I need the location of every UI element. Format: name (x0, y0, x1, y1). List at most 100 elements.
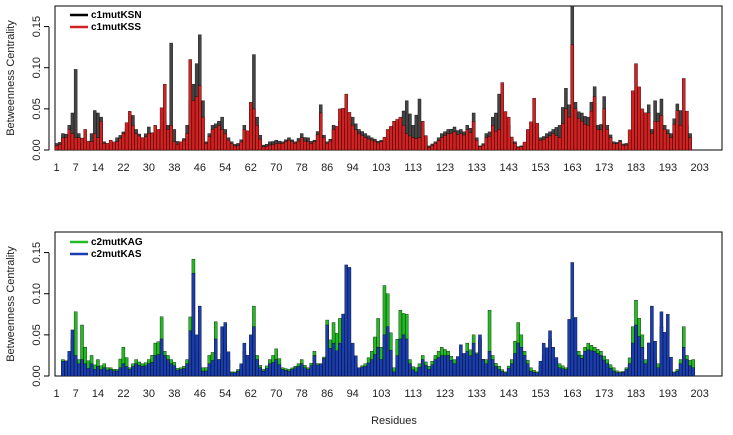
legend-label-c2mutKAG: c2mutKAG (91, 237, 143, 248)
bar-c1mutKSS-73 (284, 141, 288, 151)
bar-c2mutKAS-59 (239, 363, 243, 377)
bar-c2mutKAS-193 (666, 314, 670, 377)
bar-c1mutKSS-45 (194, 96, 199, 151)
bar-c2mutKAS-115 (417, 367, 422, 377)
bar-c2mutKAS-184 (637, 336, 641, 377)
x-tick-label-bottom-203: 203 (691, 388, 709, 400)
bar-c2mutKAS-92 (344, 264, 348, 377)
bar-c2mutKAS-27 (137, 365, 142, 377)
bar-c1mutKSS-96 (357, 133, 361, 151)
bar-c1mutKSS-142 (503, 111, 508, 151)
x-tick-label-top-193: 193 (659, 162, 677, 174)
x-tick-label-top-1: 1 (54, 162, 60, 174)
bar-c1mutKSS-149 (526, 129, 530, 151)
bar-c1mutKSS-140 (497, 129, 501, 151)
bar-c1mutKSS-68 (268, 144, 272, 151)
bar-c2mutKAS-68 (268, 363, 272, 377)
bar-c2mutKAS-13 (93, 369, 97, 377)
bar-c1mutKSS-148 (522, 141, 527, 151)
bar-c1mutKSS-56 (229, 143, 234, 151)
bar-c2mutKAS-67 (264, 368, 269, 377)
y-tick-label-top-3: 0.15 (31, 16, 43, 37)
bar-c1mutKSS-125 (449, 133, 454, 151)
x-tick-label-top-153: 153 (531, 162, 549, 174)
bar-c2mutKAS-79 (303, 367, 307, 377)
bar-c1mutKSS-136 (484, 137, 489, 151)
bar-c1mutKSS-115 (417, 137, 422, 151)
bar-c2mutKAS-124 (446, 355, 450, 377)
bar-c2mutKAS-33 (156, 354, 161, 377)
bar-c2mutKAS-194 (669, 356, 673, 377)
bar-c2mutKAS-69 (271, 362, 275, 377)
bar-c1mutKSS-46 (198, 85, 202, 151)
bar-c1mutKSS-59 (239, 141, 243, 151)
bar-c1mutKSS-152 (535, 122, 540, 151)
bar-c2mutKAS-144 (510, 363, 514, 377)
bar-c1mutKSS-15 (99, 121, 103, 151)
bar-c2mutKAS-12 (89, 363, 94, 377)
bar-c1mutKSS-193 (666, 133, 670, 151)
bar-c2mutKAS-101 (373, 354, 377, 377)
bar-c1mutKSS-135 (481, 144, 485, 151)
bar-c2mutKAS-127 (455, 356, 460, 377)
bar-c2mutKAS-23 (124, 366, 129, 377)
bar-c2mutKAS-87 (328, 348, 333, 377)
bar-c1mutKSS-65 (258, 138, 263, 151)
bar-c2mutKAS-125 (449, 360, 454, 377)
x-tick-label-bottom-153: 153 (531, 388, 549, 400)
bar-c1mutKSS-60 (242, 129, 247, 151)
bar-c1mutKSS-107 (392, 121, 396, 151)
bar-c1mutKSS-82 (312, 141, 317, 151)
bar-c2mutKAS-104 (382, 334, 387, 377)
bar-c1mutKSS-130 (465, 129, 469, 151)
bar-c1mutKSS-42 (185, 133, 189, 151)
bar-c2mutKAS-139 (494, 366, 498, 377)
bar-c1mutKSS-83 (315, 134, 320, 151)
bar-c2mutKAS-8 (77, 363, 81, 377)
bar-c1mutKSS-101 (373, 140, 377, 151)
bar-c1mutKSS-55 (226, 139, 231, 151)
bar-c1mutKSS-64 (255, 125, 259, 151)
x-tick-label-top-7: 7 (73, 162, 79, 174)
bar-c1mutKSS-187 (647, 112, 651, 151)
x-tick-label-bottom-86: 86 (321, 388, 333, 400)
bar-c2mutKAS-29 (143, 365, 148, 377)
bar-c2mutKAS-51 (214, 338, 218, 377)
bar-c1mutKSS-9 (80, 137, 84, 151)
bar-c2mutKAS-35 (163, 355, 167, 377)
x-tick-label-top-22: 22 (117, 162, 129, 174)
x-tick-label-bottom-22: 22 (117, 388, 129, 400)
bar-c1mutKSS-7 (73, 137, 78, 151)
bar-c1mutKSS-40 (178, 141, 183, 151)
bar-c2mutKAS-110 (401, 334, 406, 377)
bar-c1mutKSS-62 (249, 102, 253, 151)
bar-c2mutKAS-16 (102, 367, 107, 377)
bar-c1mutKSS-77 (296, 140, 301, 151)
bar-c1mutKSS-167 (583, 124, 587, 151)
bar-c2mutKAS-191 (659, 311, 664, 377)
bar-c1mutKSS-81 (309, 143, 313, 151)
bar-c1mutKSS-147 (519, 146, 524, 151)
bar-c2mutKAS-189 (653, 341, 657, 377)
bar-c1mutKSS-179 (621, 144, 625, 151)
bar-c1mutKSS-170 (592, 96, 597, 151)
bar-c2mutKAS-10 (83, 363, 87, 377)
bar-c2mutKAS-73 (284, 370, 288, 377)
bar-c2mutKAS-131 (468, 355, 473, 377)
bar-c2mutKAS-42 (185, 363, 189, 377)
bar-c2mutKAS-183 (634, 324, 638, 377)
bar-c1mutKSS-98 (363, 137, 368, 151)
bar-c2mutKAS-116 (420, 359, 425, 377)
bar-c1mutKSS-21 (118, 137, 122, 151)
bar-c1mutKSS-146 (516, 147, 520, 151)
bar-c2mutKAS-36 (166, 359, 170, 377)
bar-c1mutKSS-38 (172, 141, 177, 151)
bar-c1mutKSS-181 (627, 129, 632, 151)
bar-c1mutKSS-160 (561, 123, 565, 151)
bar-c2mutKAS-89 (334, 350, 339, 377)
bar-c1mutKSS-111 (405, 133, 409, 151)
bar-c2mutKAS-196 (675, 370, 680, 377)
bar-c2mutKAS-45 (194, 334, 199, 377)
bar-c1mutKSS-33 (156, 129, 161, 151)
bar-c2mutKAS-107 (392, 371, 396, 377)
